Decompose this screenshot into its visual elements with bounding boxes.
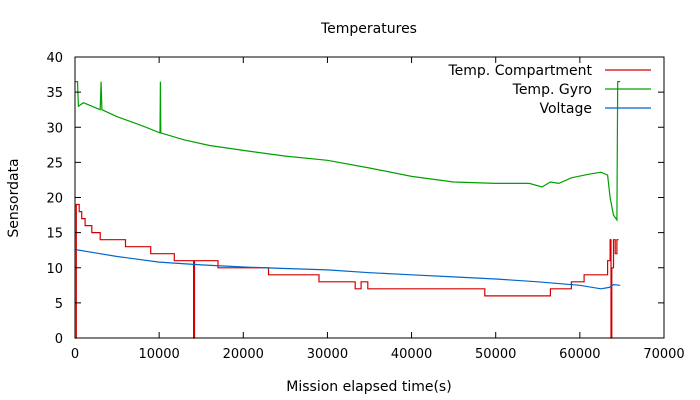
series-layer — [74, 81, 621, 339]
legend-label-temp-compartment: Temp. Compartment — [447, 63, 592, 79]
chart-title: Temperatures — [320, 21, 417, 37]
legend-label-temp-gyro: Temp. Gyro — [512, 82, 592, 98]
x-tick-label: 40000 — [391, 347, 432, 362]
legend: Temp. Compartment Temp. Gyro Voltage — [447, 63, 651, 117]
y-tick-label: 40 — [46, 51, 63, 66]
y-axis-label: Sensordata — [6, 158, 22, 237]
series-line-temp-compartment — [75, 203, 619, 339]
x-tick-label: 30000 — [307, 347, 348, 362]
y-tick-label: 25 — [46, 156, 63, 171]
y-tick-label: 10 — [46, 262, 63, 277]
x-tick-label: 0 — [71, 347, 79, 362]
x-tick-label: 20000 — [223, 347, 264, 362]
y-tick-label: 35 — [46, 86, 63, 101]
y-tick-label: 0 — [55, 332, 63, 347]
x-tick-label: 60000 — [559, 347, 600, 362]
y-tick-label: 15 — [46, 227, 63, 242]
y-tick-label: 5 — [55, 297, 63, 312]
y-tick-label: 30 — [46, 121, 63, 136]
y-tick-label: 20 — [46, 192, 63, 207]
x-axis-label: Mission elapsed time(s) — [286, 379, 451, 395]
x-tick-label: 10000 — [138, 347, 179, 362]
series-line-voltage — [74, 248, 621, 290]
plot-frame — [74, 56, 665, 339]
axes-layer: 0 10000 20000 30000 40000 50000 60000 70000 0 5 10… — [46, 51, 684, 362]
x-tick-label: 70000 — [643, 347, 684, 362]
series-line-temp-gyro — [75, 81, 621, 222]
legend-label-voltage: Voltage — [539, 101, 592, 117]
x-tick-label: 50000 — [475, 347, 516, 362]
